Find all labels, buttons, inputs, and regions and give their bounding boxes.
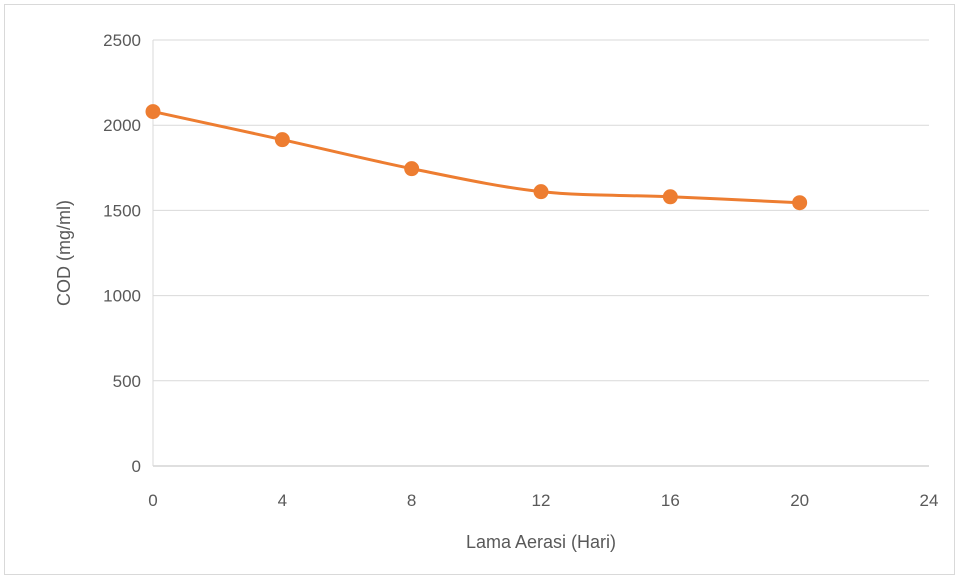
x-tick-label: 12 [532, 491, 551, 510]
x-tick-label: 20 [790, 491, 809, 510]
y-tick-label: 1000 [103, 287, 141, 306]
y-tick-label: 1500 [103, 201, 141, 220]
tick-labels: 0 500 1000 1500 2000 2500 0 4 8 12 16 20 24 [103, 31, 938, 510]
y-tick-label: 0 [132, 457, 141, 476]
y-tick-label: 500 [113, 372, 141, 391]
data-point [274, 132, 290, 148]
series [145, 104, 808, 211]
y-axis-title: COD (mg/ml) [54, 200, 74, 306]
chart-frame [4, 4, 955, 575]
x-tick-label: 24 [920, 491, 939, 510]
x-tick-label: 0 [148, 491, 157, 510]
x-axis-title: Lama Aerasi (Hari) [466, 532, 616, 552]
data-point [404, 161, 420, 177]
y-tick-label: 2500 [103, 31, 141, 50]
x-tick-label: 16 [661, 491, 680, 510]
series-line [152, 110, 800, 205]
data-point [662, 189, 678, 205]
x-tick-label: 8 [407, 491, 416, 510]
axes [152, 40, 929, 467]
gridlines [153, 39, 929, 382]
data-point [533, 184, 549, 200]
data-point [792, 195, 808, 211]
data-point [145, 104, 161, 120]
y-tick-label: 2000 [103, 116, 141, 135]
x-tick-label: 4 [278, 491, 287, 510]
